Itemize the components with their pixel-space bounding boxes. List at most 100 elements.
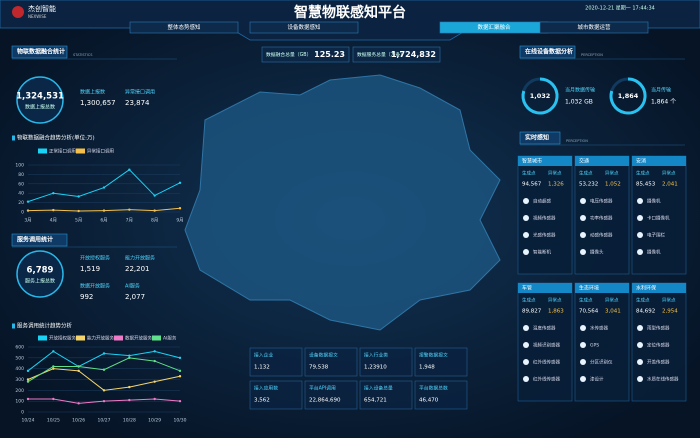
metric-value: 22,864,690 (309, 398, 341, 404)
item-icon (523, 376, 529, 382)
card-title: 生态环境 (579, 285, 599, 292)
card-col-label: 生成点 (579, 170, 593, 177)
legend-label: 开放授权服务 (49, 335, 76, 342)
card-item: 电压传感器 (590, 198, 613, 205)
item-icon (580, 325, 586, 331)
x-tick-label: 10/29 (148, 418, 161, 424)
chart-title: 服务调用统计趋势分析 (17, 322, 73, 330)
data-point (102, 352, 106, 355)
total-ring (16, 250, 64, 298)
nav-tab-label[interactable]: 设备数据感知 (287, 23, 320, 31)
card-col-label: 异常点 (605, 297, 619, 304)
header-bar (0, 0, 700, 41)
x-tick-label: 3月 (24, 218, 31, 224)
item-icon (580, 215, 586, 221)
metric-value: 79,538 (309, 365, 329, 371)
nav-tab-label[interactable]: 城市数据运营 (577, 23, 611, 31)
legend-label: 正常接口调用 (49, 148, 76, 155)
card-title-bar (518, 283, 572, 293)
data-point (52, 367, 55, 370)
section-tag: PERCEPTION (581, 53, 603, 57)
kpi-label: 数据融合总量（GB） (266, 51, 311, 58)
stat-label: 数据开放服务 (80, 283, 110, 290)
data-point (128, 385, 131, 389)
item-icon (523, 215, 529, 221)
data-point (77, 365, 80, 368)
data-point (102, 399, 106, 403)
section-title: 在线设备数据分析 (525, 48, 573, 56)
y-tick-label: 0 (21, 410, 24, 416)
data-point (26, 397, 30, 401)
x-tick-label: 6月 (100, 218, 107, 224)
metric-label: 接入应用数 (254, 385, 278, 392)
data-point (52, 208, 55, 212)
nav-tab[interactable] (539, 21, 649, 34)
item-icon (523, 359, 529, 365)
data-point (52, 397, 55, 401)
nav-tab[interactable] (129, 21, 239, 34)
section-title: 实时感知 (525, 134, 549, 142)
card-item: 光感传感器 (533, 232, 556, 239)
metric-label: 接入设备总量 (364, 385, 393, 392)
data-point (77, 369, 80, 373)
card-title: 智慧城市 (522, 158, 542, 165)
ring-sub: 1,864 个 (651, 99, 676, 106)
data-point (26, 200, 30, 203)
data-point (128, 398, 131, 402)
data-point (178, 399, 182, 403)
stat-label: 数据上报数 (80, 89, 105, 96)
stat-value: 992 (80, 293, 93, 301)
section-header (11, 233, 68, 247)
legend-label: 异常接口调用 (87, 148, 114, 155)
card-value: 1,863 (548, 309, 564, 315)
card-col-label: 生成点 (579, 297, 593, 304)
metric-box (304, 380, 358, 410)
card-item: 定位传感器 (647, 342, 670, 349)
card-title-bar (575, 156, 629, 166)
total-value: 1,324,531 (16, 92, 64, 102)
data-point (178, 207, 182, 210)
kpi-value: 1,724,832 (391, 50, 436, 59)
x-tick-label: 10/25 (47, 418, 60, 424)
metric-value: 654,721 (364, 398, 387, 404)
card-item: 水质在线传感器 (647, 376, 679, 383)
card-item: 摄像头 (590, 249, 604, 256)
data-point (128, 208, 131, 211)
metric-box (249, 380, 303, 410)
card-title: 安消 (636, 158, 646, 165)
metric-label: 平台API调用 (309, 385, 336, 392)
y-tick-label: 500 (15, 355, 24, 361)
item-icon (580, 249, 586, 255)
y-tick-label: 0 (21, 210, 24, 216)
card-item: 红外线传感器 (533, 376, 560, 383)
legend-swatch (76, 335, 85, 341)
nav-tab-label[interactable]: 整体态势感知 (167, 23, 200, 31)
nav-tab[interactable] (249, 21, 359, 34)
stat-value: 23,874 (125, 99, 150, 107)
metric-box (359, 380, 413, 410)
kpi-value: 125.23 (314, 50, 345, 59)
item-icon (523, 325, 529, 331)
legend-swatch (38, 148, 47, 154)
stat-value: 1,519 (80, 265, 100, 273)
x-tick-label: 10/28 (123, 418, 136, 424)
y-tick-label: 40 (18, 191, 24, 197)
item-icon (523, 232, 529, 238)
data-point (153, 194, 156, 197)
item-icon (523, 198, 529, 204)
card-value: 2,954 (662, 309, 678, 315)
card-value: 3,041 (605, 309, 621, 315)
metric-box (414, 380, 468, 410)
chart-title-mark (12, 323, 15, 329)
data-point (178, 181, 182, 185)
card-title: 交通 (579, 158, 589, 165)
card-value: 94,567 (522, 182, 542, 188)
data-point (153, 359, 156, 363)
nav-tab-label[interactable]: 数据汇聚融合 (477, 23, 511, 31)
data-point (26, 380, 30, 383)
section-title: 物联数据融合统计 (17, 48, 65, 56)
metric-value: 46,470 (419, 398, 439, 404)
legend-swatch (76, 148, 85, 154)
card-col-label: 异常点 (548, 170, 562, 177)
